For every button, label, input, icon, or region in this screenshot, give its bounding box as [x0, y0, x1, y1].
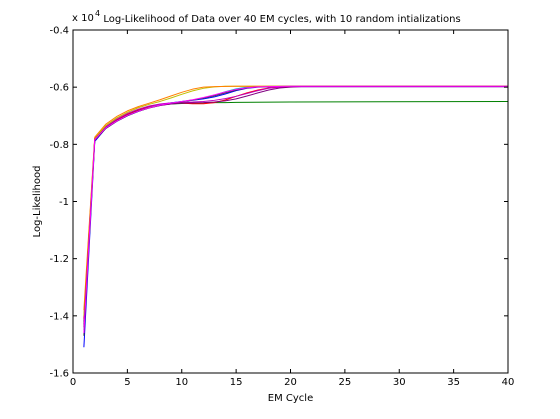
x-axis-label: EM Cycle [268, 393, 313, 404]
series-line-8 [83, 85, 508, 311]
x-tick-label: 20 [284, 377, 297, 388]
y-axis-multiplier: x 10 [72, 13, 94, 24]
y-tick-label: -1 [59, 197, 69, 208]
x-tick-label: 30 [393, 377, 406, 388]
y-tick-label: -0.4 [49, 26, 69, 37]
y-tick-label: -0.6 [49, 83, 69, 94]
y-tick-label: -1.4 [49, 311, 69, 322]
x-tick-label: 15 [230, 377, 243, 388]
x-tick-label: 40 [502, 377, 515, 388]
x-tick-label: 35 [447, 377, 460, 388]
y-tick-label: -1.2 [49, 254, 69, 265]
series-line-5 [83, 86, 508, 325]
series-layer [83, 85, 509, 348]
x-tick-label: 25 [339, 377, 352, 388]
y-tick-label: -1.6 [49, 369, 69, 380]
x-tick-label: 10 [175, 377, 188, 388]
y-axis-label: Log-Likelihood [32, 166, 43, 238]
chart-title: Log-Likelihood of Data over 40 EM cycles… [103, 14, 460, 25]
y-axis-exponent: 4 [95, 9, 100, 18]
x-tick-label: 5 [124, 377, 130, 388]
series-line-10 [83, 85, 508, 334]
y-tick-label: -0.8 [49, 140, 69, 151]
x-tick-label: 0 [70, 377, 76, 388]
plot-area [73, 30, 508, 373]
ticks-layer: 0 5 10 15 20 25 30 35 40 -1.6 -1.4 -1.2 -1 -0.8 -0.6 -0… [49, 26, 514, 389]
